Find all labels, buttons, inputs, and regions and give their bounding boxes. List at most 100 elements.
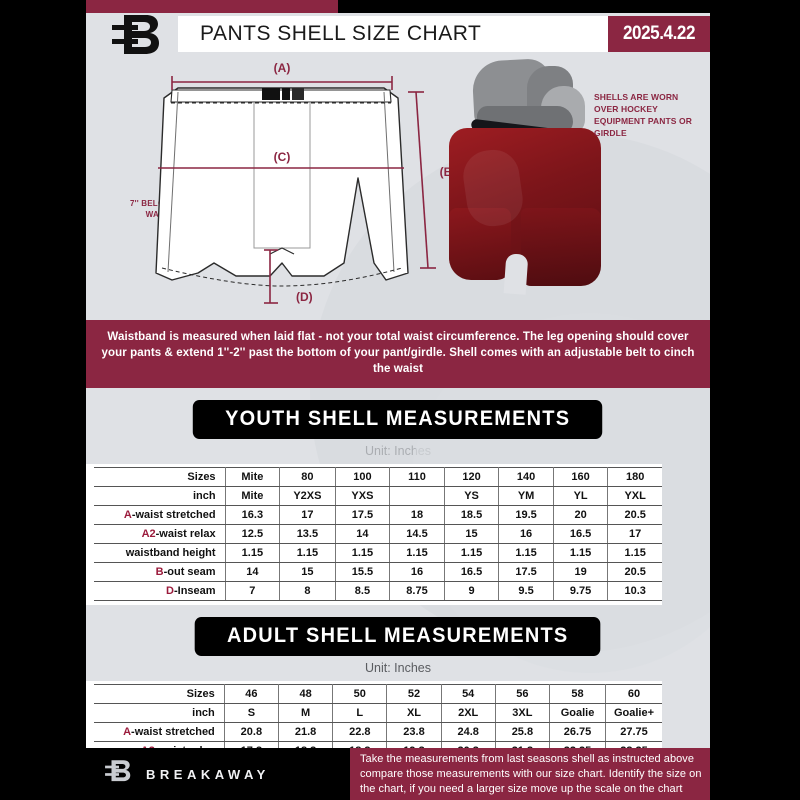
adult-size-table: Sizes 46 48 50 52 54 56 58 60 inch S M L XL 2XL 3XL Goal… [94, 684, 662, 748]
table-cell: M [277, 703, 334, 723]
table-cell: 10.3 [607, 581, 662, 601]
youth-section-title: YOUTH SHELL MEASUREMENTS [193, 400, 603, 439]
table-cell: 25.8 [494, 722, 551, 742]
logo-b-glyph [112, 15, 159, 54]
date-text: 2025.4.22 [622, 23, 696, 44]
belt-left-icon [262, 88, 280, 100]
diagram-area: 7'' BELOW WAIST [86, 58, 710, 320]
table-cell: 16.5 [443, 562, 500, 582]
table-cell: 3XL [494, 703, 551, 723]
table-cell: 100 [334, 467, 391, 487]
row-label-accent: A [123, 509, 132, 521]
table-cell: XL [386, 703, 442, 723]
row-label-accent: A2 [141, 528, 156, 540]
footer-brand-block: BREAKAWAY [86, 748, 350, 800]
table-cell: 16.5 [552, 524, 609, 544]
table-cell: 20.3 [440, 741, 496, 748]
table-cell: 1.15 [552, 543, 609, 563]
row-label-accent: D [166, 585, 174, 597]
table-cell: 19.5 [498, 505, 554, 525]
table-cell: 23.8 [386, 722, 442, 742]
row-label: A-waist stretched [94, 505, 226, 525]
table-cell: 48 [277, 684, 334, 704]
table-cell: 1.15 [443, 543, 500, 563]
table-cell: Mite [224, 486, 281, 506]
table-cell: YXL [607, 486, 662, 506]
table-cell: 110 [389, 467, 445, 487]
content-panel: PANTS SHELL SIZE CHART 2025.4.22 7'' BEL… [86, 13, 710, 748]
table-cell: 18.3 [277, 741, 334, 748]
table-cell: YS [443, 486, 500, 506]
table-row: A2-waist relax 12.5 13.5 14 14.5 15 16 16.5 17 [94, 524, 662, 544]
dim-label-a: (A) [274, 61, 291, 75]
table-cell: S [223, 703, 279, 723]
seam-right [383, 91, 395, 273]
footer-instruction-note: Take the measurements from last seasons … [350, 748, 710, 800]
breakaway-logo-icon [108, 13, 168, 63]
table-cell: 12.5 [224, 524, 281, 544]
table-cell: 20.5 [607, 505, 662, 525]
table-cell: L [332, 703, 388, 723]
table-row: A-waist stretched 20.8 21.8 22.8 23.8 24.8 25.… [94, 722, 662, 742]
footer-logo-icon [104, 755, 134, 793]
footer-brand-name: BREAKAWAY [146, 766, 270, 782]
table-cell: 80 [279, 467, 336, 487]
table-cell: YM [498, 486, 554, 506]
table-cell: 8.75 [389, 581, 445, 601]
table-cell: 26.75 [549, 722, 606, 742]
below-waist-line1: 7'' BELOW [129, 199, 172, 208]
table-cell: 27.75 [605, 722, 662, 742]
table-cell: 50 [332, 684, 388, 704]
table-row: inch S M L XL 2XL 3XL Goalie Goalie+ [94, 703, 662, 723]
table-cell: 24.8 [440, 722, 496, 742]
table-cell: 14 [224, 562, 281, 582]
row-label: inch [94, 703, 225, 723]
table-cell: 8.5 [334, 581, 391, 601]
table-cell: Y2XS [279, 486, 336, 506]
table-cell: 13.5 [279, 524, 336, 544]
title-bar: PANTS SHELL SIZE CHART [178, 16, 608, 52]
product-photo [431, 58, 611, 308]
table-cell: 15.5 [334, 562, 391, 582]
table-cell: 1.15 [389, 543, 445, 563]
table-cell: 23.25 [605, 741, 662, 748]
table-cell: 8 [279, 581, 336, 601]
adult-section-title: ADULT SHELL MEASUREMENTS [194, 617, 602, 656]
shorts-outline [155, 87, 409, 281]
table-cell: 18 [389, 505, 445, 525]
table-cell: 21.8 [277, 722, 334, 742]
table-row: A-waist stretched 16.3 17 17.5 18 18.5 19.5 20 2… [94, 505, 662, 525]
table-cell: 56 [494, 684, 551, 704]
pants-technical-drawing: (A) (C) (B) (D) [155, 61, 456, 304]
table-cell: 20 [552, 505, 609, 525]
footer-logo-b-glyph [105, 760, 131, 782]
table-cell: 52 [386, 684, 442, 704]
measurement-note-banner: Waistband is measured when laid flat - n… [86, 320, 710, 388]
dim-label-d: (D) [296, 290, 313, 304]
table-cell: 54 [440, 684, 496, 704]
belt-right-icon [292, 88, 304, 100]
table-cell: 20.8 [223, 722, 279, 742]
table-cell: 17.5 [334, 505, 391, 525]
table-cell: 1.15 [334, 543, 391, 563]
table-cell: 160 [552, 467, 609, 487]
shell-leg-right [521, 208, 601, 286]
table-cell: Goalie [549, 703, 606, 723]
table-cell: 46 [223, 684, 279, 704]
table-cell: 180 [607, 467, 662, 487]
table-cell: 17 [607, 524, 662, 544]
table-cell: 19.3 [386, 741, 442, 748]
table-cell: 20.5 [607, 562, 662, 582]
adult-section-header: ADULT SHELL MEASUREMENTS [86, 605, 710, 656]
page-title: PANTS SHELL SIZE CHART [200, 22, 482, 45]
table-cell: 16 [498, 524, 554, 544]
row-label: waistband height [94, 543, 226, 563]
crotch-notch [269, 247, 295, 255]
dim-line-b [415, 91, 429, 269]
table-cell: 2XL [440, 703, 496, 723]
page-footer: BREAKAWAY Take the measurements from las… [86, 748, 710, 800]
table-row: Sizes Mite 80 100 110 120 140 160 180 [94, 467, 662, 487]
table-cell: 1.15 [224, 543, 281, 563]
table-cell: 7 [224, 581, 281, 601]
